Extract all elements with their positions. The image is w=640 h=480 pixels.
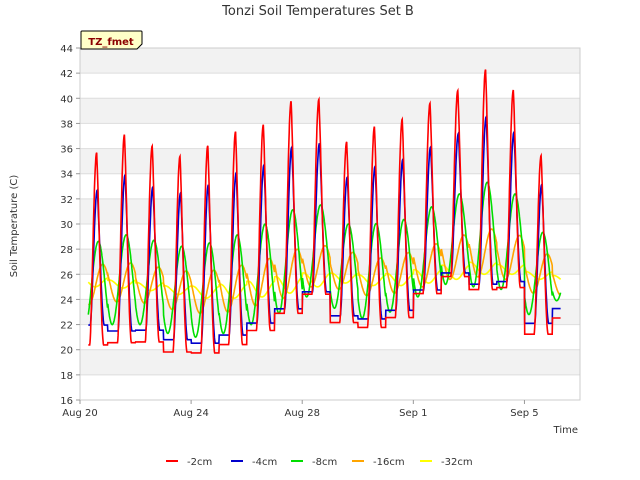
y-tick-label: 42 xyxy=(60,69,73,80)
grid-band xyxy=(80,148,580,174)
y-tick-label: 22 xyxy=(60,321,73,332)
y-tick-label: 34 xyxy=(60,170,73,181)
y-axis: 16 18 20 22 24 26 28 30 32 34 36 38 40 42 44 xyxy=(60,44,80,407)
y-tick-label: 28 xyxy=(60,245,73,256)
x-tick-label: Sep 1 xyxy=(399,408,427,419)
y-axis-label: Soil Temperature (C) xyxy=(9,175,20,278)
legend: -2cm -4cm -8cm -16cm -32cm xyxy=(166,457,473,468)
grid-band xyxy=(80,349,580,375)
grid-band xyxy=(80,374,580,400)
y-tick-label: 44 xyxy=(60,44,73,55)
y-tick-label: 26 xyxy=(60,270,73,281)
grid-band xyxy=(80,48,580,74)
y-tick-label: 32 xyxy=(60,195,73,206)
legend-label: -32cm xyxy=(441,457,473,468)
tag-label: TZ_fmet xyxy=(88,37,134,48)
legend-label: -8cm xyxy=(312,457,337,468)
grid-band xyxy=(80,198,580,224)
y-tick-label: 16 xyxy=(60,396,73,407)
series-lines xyxy=(87,69,562,354)
grid-band xyxy=(80,324,580,350)
y-tick-label: 36 xyxy=(60,145,73,156)
y-tick-label: 20 xyxy=(60,346,73,357)
x-axis: Aug 20 Aug 24 Aug 28 Sep 1 Sep 5 xyxy=(62,400,539,419)
x-axis-label: Time xyxy=(553,425,578,436)
y-tick-label: 38 xyxy=(60,119,73,130)
y-tick-label: 40 xyxy=(60,94,73,105)
grid-band xyxy=(80,73,580,99)
legend-label: -2cm xyxy=(187,457,212,468)
grid-band xyxy=(80,123,580,149)
grid-band xyxy=(80,98,580,124)
series-line-minus-2cm xyxy=(88,69,561,354)
y-tick-label: 24 xyxy=(60,295,73,306)
y-tick-label: 30 xyxy=(60,220,73,231)
grid-band xyxy=(80,173,580,199)
legend-label: -4cm xyxy=(252,457,277,468)
x-tick-label: Aug 28 xyxy=(285,408,320,419)
chart-title: Tonzi Soil Temperatures Set B xyxy=(221,4,414,19)
x-tick-label: Aug 20 xyxy=(62,408,97,419)
y-tick-label: 18 xyxy=(60,371,73,382)
x-tick-label: Sep 5 xyxy=(510,408,538,419)
legend-label: -16cm xyxy=(373,457,405,468)
x-tick-label: Aug 24 xyxy=(173,408,208,419)
tag-badge: TZ_fmet xyxy=(80,30,143,50)
series-line-minus-16cm xyxy=(88,228,561,315)
